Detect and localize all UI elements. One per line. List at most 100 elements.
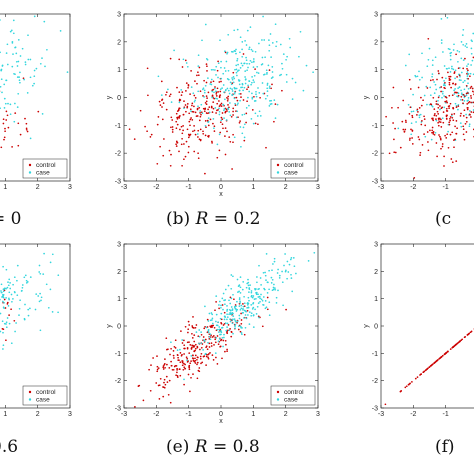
- case-point: [207, 121, 210, 123]
- control-point: [457, 105, 460, 107]
- case-point: [241, 41, 244, 43]
- case-point: [0, 283, 3, 286]
- control-point: [194, 97, 197, 99]
- control-point: [212, 101, 215, 103]
- case-point: [244, 82, 247, 85]
- control-point: [221, 118, 224, 121]
- case-point: [225, 60, 228, 63]
- case-point: [234, 323, 237, 326]
- x-tick-label: 3: [68, 411, 72, 418]
- case-point: [224, 98, 226, 101]
- control-point: [440, 107, 443, 110]
- control-point: [203, 110, 206, 113]
- case-point: [210, 68, 213, 71]
- control-point: [182, 368, 185, 371]
- control-point: [162, 154, 165, 157]
- case-point: [280, 73, 282, 76]
- case-point: [469, 72, 472, 75]
- control-point: [446, 101, 448, 104]
- case-point: [244, 314, 247, 316]
- case-point: [13, 120, 16, 123]
- legend-label-case: case: [284, 170, 298, 177]
- control-point: [219, 131, 222, 134]
- y-tick-label: -2: [372, 378, 378, 385]
- case-point: [463, 88, 466, 91]
- control-point: [448, 79, 451, 81]
- control-point: [470, 111, 473, 113]
- case-point: [214, 352, 217, 354]
- axes-box: [380, 243, 474, 409]
- case-point: [452, 49, 455, 51]
- case-point: [262, 73, 265, 76]
- control-point: [232, 133, 234, 136]
- control-point: [400, 390, 403, 392]
- control-point: [194, 326, 197, 329]
- control-point: [430, 364, 433, 367]
- control-point: [224, 350, 226, 353]
- control-point: [220, 321, 222, 324]
- case-point: [0, 298, 1, 301]
- control-point: [157, 116, 160, 118]
- case-point: [220, 119, 223, 122]
- control-point: [207, 357, 210, 360]
- control-point: [440, 147, 442, 150]
- y-tick-label: 1: [374, 296, 378, 303]
- y-axis-label: y: [363, 324, 370, 328]
- control-point: [424, 369, 427, 372]
- control-point: [457, 67, 460, 70]
- case-point: [57, 311, 59, 314]
- case-point: [27, 58, 30, 61]
- case-point: [418, 78, 421, 81]
- control-point: [205, 345, 208, 348]
- control-point: [188, 352, 191, 354]
- control-point: [247, 86, 250, 88]
- case-point: [246, 307, 248, 309]
- case-point: [462, 28, 465, 31]
- control-point: [175, 127, 178, 130]
- case-point: [19, 71, 21, 74]
- case-point: [313, 251, 316, 254]
- case-point: [7, 102, 9, 105]
- case-point: [258, 110, 261, 113]
- control-point: [11, 146, 13, 148]
- control-point: [426, 368, 429, 370]
- case-point: [444, 84, 446, 87]
- x-tick-label: -3: [121, 184, 127, 191]
- control-point: [194, 362, 197, 364]
- control-point: [183, 143, 185, 145]
- case-point: [248, 62, 251, 65]
- case-point: [178, 101, 181, 104]
- case-point: [463, 79, 466, 82]
- control-point: [207, 136, 210, 138]
- case-point: [223, 333, 225, 336]
- control-point: [452, 106, 454, 109]
- control-point: [199, 348, 201, 351]
- case-point: [236, 74, 238, 77]
- control-point: [437, 103, 439, 106]
- legend-label-control: control: [284, 389, 304, 396]
- control-point: [438, 117, 441, 120]
- control-point: [158, 100, 161, 103]
- case-point: [248, 287, 251, 289]
- case-point: [266, 71, 268, 74]
- control-point: [232, 107, 235, 110]
- control-point: [204, 134, 207, 137]
- control-point: [172, 368, 175, 371]
- case-point: [421, 76, 423, 79]
- case-point: [439, 108, 441, 111]
- case-point: [49, 288, 52, 291]
- control-point: [25, 128, 28, 131]
- case-point: [459, 122, 462, 124]
- subfigure-caption: = 0: [0, 209, 21, 229]
- case-point: [229, 313, 232, 315]
- control-point: [183, 362, 185, 365]
- control-point: [197, 74, 200, 77]
- control-point: [221, 123, 224, 126]
- case-point: [257, 72, 260, 74]
- control-point: [439, 121, 442, 123]
- control-point: [175, 120, 178, 123]
- case-point: [242, 309, 244, 311]
- control-point: [211, 326, 214, 328]
- control-point: [218, 149, 221, 152]
- control-point: [440, 126, 443, 128]
